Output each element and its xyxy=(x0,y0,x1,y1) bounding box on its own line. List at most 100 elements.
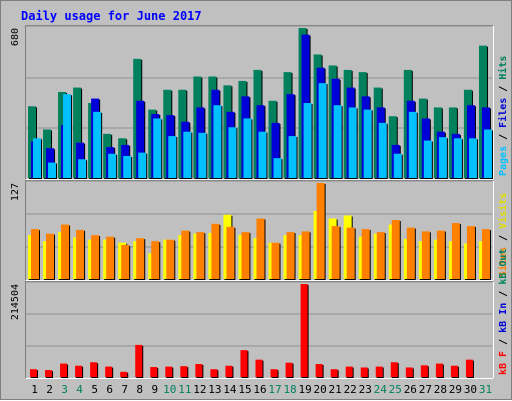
day-label-6: 6 xyxy=(106,383,113,396)
bar-kbytes-day-19 xyxy=(300,284,309,378)
bar-sites-day-14 xyxy=(226,226,236,280)
bar-kbytes-day-15 xyxy=(240,350,249,378)
legend-part: / xyxy=(498,333,509,351)
bar-pages-day-10 xyxy=(168,136,178,179)
y-max-label: 680 xyxy=(10,28,21,46)
legend-part: kB In xyxy=(498,303,509,333)
bar-pages-day-13 xyxy=(213,105,223,179)
day-label-24: 24 xyxy=(374,383,388,396)
bar-kbytes-day-14 xyxy=(225,365,234,378)
bar-sites-day-4 xyxy=(76,229,86,280)
bar-pages-day-16 xyxy=(258,131,268,179)
day-label-15: 15 xyxy=(238,383,251,396)
legend-part: Files xyxy=(497,98,509,128)
day-label-3: 3 xyxy=(61,383,68,396)
right-legend-2: kB F / kB In / kB Out xyxy=(498,249,509,375)
bar-pages-day-23 xyxy=(363,109,373,179)
bar-sites-day-20 xyxy=(316,183,326,280)
x-axis-day-labels: 1 2 3 4 5 6 7 8 9 10 11 12 13 14 15 16 17 18 19 20 21 22 23 24 2… xyxy=(31,383,492,396)
bar-kbytes-day-30 xyxy=(465,359,474,378)
bar-sites-day-23 xyxy=(361,229,371,280)
bar-pages-day-29 xyxy=(453,138,463,179)
bar-sites-day-10 xyxy=(166,239,176,280)
bar-sites-day-12 xyxy=(196,232,206,280)
bar-pages-day-28 xyxy=(438,137,448,179)
day-label-27: 27 xyxy=(419,383,432,396)
bar-sites-day-28 xyxy=(436,230,446,280)
bar-sites-day-3 xyxy=(61,224,71,280)
kbytes-panel: 214504 kB F / kB In / kB Out xyxy=(10,249,509,379)
day-label-2: 2 xyxy=(46,383,53,396)
bar-kbytes-day-29 xyxy=(450,365,459,378)
bar-sites-day-24 xyxy=(376,232,386,280)
bar-kbytes-day-18 xyxy=(285,362,294,378)
bar-pages-day-31 xyxy=(483,129,493,179)
day-label-29: 29 xyxy=(449,383,462,396)
day-label-16: 16 xyxy=(253,383,266,396)
bar-kbytes-day-28 xyxy=(435,363,444,378)
day-label-21: 21 xyxy=(329,383,342,396)
bar-pages-day-6 xyxy=(108,153,118,179)
day-label-23: 23 xyxy=(359,383,372,396)
day-label-10: 10 xyxy=(163,383,176,396)
day-label-30: 30 xyxy=(464,383,477,396)
bar-pages-day-7 xyxy=(123,155,133,179)
bar-pages-day-12 xyxy=(198,132,208,179)
bar-pages-day-22 xyxy=(348,107,358,179)
bar-pages-day-17 xyxy=(273,158,283,179)
day-label-12: 12 xyxy=(193,383,206,396)
y-max-label: 214504 xyxy=(10,284,21,320)
bar-sites-day-11 xyxy=(181,230,191,280)
bar-sites-day-26 xyxy=(406,227,416,280)
bar-kbytes-day-16 xyxy=(255,359,264,378)
day-label-11: 11 xyxy=(178,383,191,396)
bar-pages-day-5 xyxy=(93,111,103,179)
legend-part: / xyxy=(498,128,509,146)
bar-kbytes-day-5 xyxy=(90,362,99,378)
bar-sites-day-31 xyxy=(481,229,491,280)
day-label-31: 31 xyxy=(479,383,492,396)
bar-kbytes-day-12 xyxy=(195,363,204,378)
day-label-17: 17 xyxy=(268,383,281,396)
bar-pages-day-24 xyxy=(378,122,388,179)
bar-kbytes-day-20 xyxy=(315,363,324,378)
bar-kbytes-day-6 xyxy=(105,366,114,378)
bar-pages-day-15 xyxy=(243,118,253,179)
bar-files-day-17 xyxy=(271,122,281,179)
bar-files-day-8 xyxy=(136,100,146,179)
bar-kbytes-day-3 xyxy=(60,363,69,378)
bar-sites-day-25 xyxy=(391,220,401,280)
bar-sites-day-22 xyxy=(346,227,356,280)
bar-pages-day-14 xyxy=(228,127,238,179)
bar-sites-day-2 xyxy=(46,233,56,280)
bar-kbytes-day-22 xyxy=(345,366,354,378)
bar-kbytes-day-2 xyxy=(45,370,54,378)
bar-kbytes-day-9 xyxy=(150,367,159,378)
bar-kbytes-day-26 xyxy=(405,367,414,378)
bar-kbytes-day-7 xyxy=(120,371,129,378)
day-label-1: 1 xyxy=(31,383,38,396)
bar-sites-day-27 xyxy=(421,231,431,280)
bar-sites-day-8 xyxy=(136,238,146,280)
bar-sites-day-30 xyxy=(466,226,476,280)
bar-sites-day-19 xyxy=(301,231,311,280)
bar-pages-day-4 xyxy=(78,159,88,179)
day-label-9: 9 xyxy=(151,383,158,396)
bar-kbytes-day-4 xyxy=(75,365,84,378)
legend-part: Hits xyxy=(497,56,509,80)
legend-part: Pages xyxy=(498,146,509,176)
bar-pages-day-2 xyxy=(48,162,58,179)
day-label-22: 22 xyxy=(344,383,357,396)
bar-kbytes-day-23 xyxy=(360,367,369,378)
bar-kbytes-day-11 xyxy=(180,366,189,378)
right-legend-1: Sites / Visits xyxy=(497,193,509,277)
bar-pages-day-18 xyxy=(288,136,298,179)
bar-kbytes-day-8 xyxy=(135,344,144,378)
bar-sites-day-13 xyxy=(211,223,221,280)
bar-sites-day-1 xyxy=(31,229,40,280)
bar-hits-day-4 xyxy=(73,87,83,179)
day-label-25: 25 xyxy=(389,383,402,396)
sites-visits-panel: 127 Sites / Visits xyxy=(10,180,509,281)
legend-part: Visits xyxy=(497,193,509,229)
